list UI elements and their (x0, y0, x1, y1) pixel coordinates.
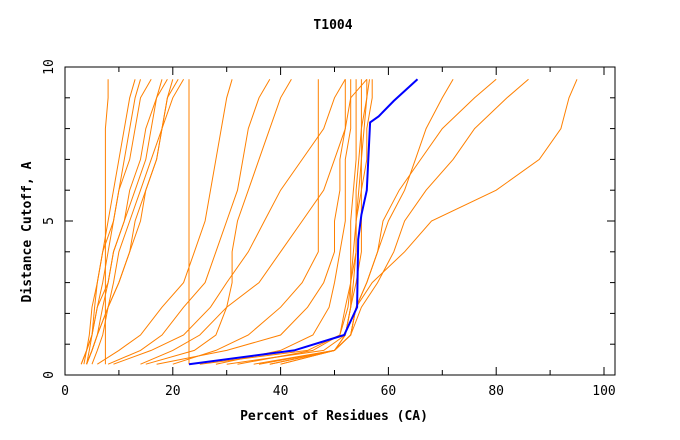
model-curve-25 (269, 78, 497, 365)
plot-frame (64, 66, 616, 376)
x-tick-label: 100 (592, 384, 615, 399)
model-curve-12 (145, 79, 292, 365)
model-curve-17 (156, 79, 346, 365)
model-curve-26 (280, 78, 529, 365)
model-curve-14 (140, 78, 368, 365)
model-curve-18 (215, 79, 352, 365)
model-curve-22 (269, 79, 368, 365)
model-curve-8 (86, 79, 185, 365)
highlight-curve (188, 78, 419, 366)
y-axis-label: Distance Cutoff, A (20, 161, 35, 302)
model-curve-27 (280, 79, 578, 365)
axes: 0 20 40 60 80 100 0 5 10 (42, 59, 616, 399)
x-axis-label: Percent of Residues (CA) (240, 409, 428, 424)
model-curve-10 (97, 79, 233, 365)
y-tick-label: 0 (42, 371, 57, 379)
x-tick-label: 20 (165, 384, 181, 399)
model-curve-16 (172, 79, 319, 365)
model-curve-21 (253, 79, 373, 365)
model-curve-4 (83, 79, 152, 365)
chart-title: T1004 (313, 18, 352, 33)
model-curve-19 (199, 79, 357, 365)
x-tick-label: 60 (381, 384, 397, 399)
model-curve-6 (104, 79, 109, 365)
model-curve-9 (80, 79, 168, 365)
y-tick-label: 10 (42, 59, 57, 75)
x-tick-label: 0 (61, 384, 69, 399)
model-curve-13 (113, 79, 346, 365)
x-tick-label: 40 (273, 384, 289, 399)
x-tick-label: 80 (488, 384, 504, 399)
model-curve-11 (107, 79, 271, 365)
model-curve-1 (80, 79, 136, 365)
y-tick-label: 5 (42, 217, 57, 225)
plot-area (80, 78, 578, 366)
